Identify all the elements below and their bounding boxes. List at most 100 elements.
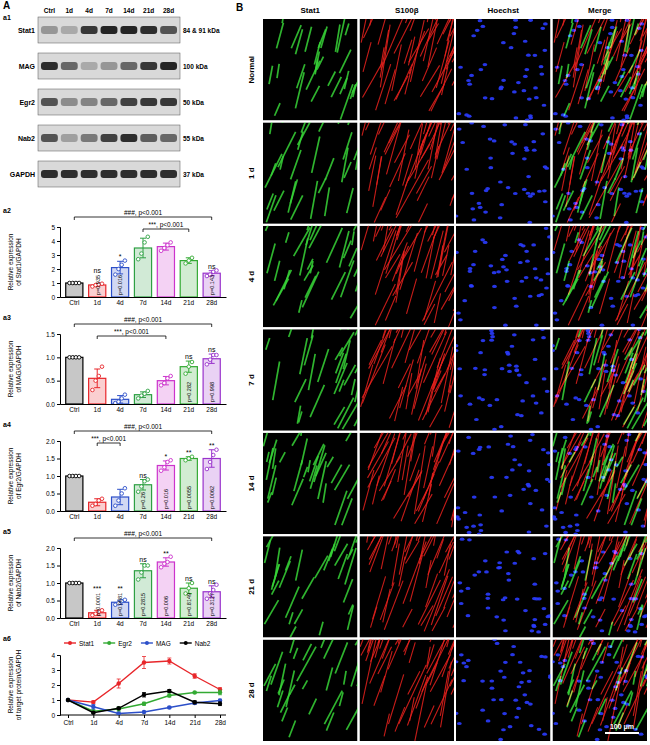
legend-marker (68, 641, 72, 645)
fiber (377, 156, 382, 185)
fiber (343, 579, 352, 602)
bar-chart: a50.00.51.01.52.0Ctrl1d4d7d14d21d28dRela… (3, 528, 227, 627)
y-tick: 1 (51, 280, 60, 287)
fiber (615, 48, 629, 81)
fiber (589, 329, 599, 332)
fiber (356, 536, 358, 542)
fiber (563, 191, 573, 211)
fiber (361, 19, 369, 43)
nucleus (629, 358, 634, 361)
fiber (593, 233, 611, 290)
y-tick-mark (57, 283, 60, 284)
legend-marker (184, 641, 188, 645)
fiber (408, 144, 430, 181)
nucleus (624, 221, 629, 224)
nucleus (514, 365, 519, 368)
fiber (617, 304, 628, 325)
nucleus (508, 434, 513, 437)
y-tick-mark (57, 583, 60, 584)
nucleus (533, 267, 538, 270)
nucleus (544, 167, 549, 170)
x-tick: 4d (116, 715, 124, 726)
nucleus (468, 270, 473, 273)
fiber (642, 84, 645, 97)
nucleus (517, 463, 522, 466)
error-bar (167, 694, 171, 697)
nucleus (531, 394, 536, 397)
nucleus (478, 351, 483, 354)
marker (142, 693, 146, 697)
nucleus (509, 140, 514, 143)
nucleus (503, 596, 508, 599)
nucleus (624, 195, 629, 198)
x-tick-label: 21d (183, 513, 194, 520)
fiber (431, 358, 444, 389)
y-axis-line (57, 228, 61, 298)
nucleus (569, 367, 574, 370)
nucleus (621, 381, 626, 384)
x-tick: 14d (160, 618, 171, 627)
fiber (573, 270, 579, 289)
nucleus (532, 149, 537, 152)
fiber (556, 19, 583, 38)
y-tick: 4 (51, 238, 60, 245)
bracket (143, 229, 189, 232)
blot-row-label: Stat1 (18, 27, 35, 34)
y-tick-mark (57, 404, 60, 405)
nucleus (610, 365, 615, 368)
fiber (347, 467, 357, 498)
fiber (439, 137, 454, 180)
fiber (432, 37, 454, 92)
fiber (431, 576, 448, 625)
blot-band (160, 98, 177, 106)
y-tick: 0 (51, 712, 60, 719)
nucleus (591, 398, 596, 401)
x-tick-label: 28d (215, 719, 226, 726)
fiber (381, 226, 404, 231)
error-bar (140, 564, 146, 578)
nucleus (475, 29, 480, 32)
channel (457, 538, 550, 634)
channel (456, 433, 551, 534)
fiber (400, 359, 414, 408)
data-point (114, 504, 118, 508)
x-tick: 28d (206, 297, 217, 306)
nucleus (569, 250, 574, 253)
bar-chart: a2012345Ctrl1d4d7d14d21d28dRelative expr… (3, 207, 227, 306)
channel (553, 227, 648, 327)
fiber (274, 191, 284, 211)
nucleus (586, 332, 591, 335)
marker (91, 711, 95, 715)
channel (361, 226, 454, 327)
y-tick: 0.5 (46, 490, 60, 497)
nucleus (616, 280, 621, 283)
nucleus (573, 396, 578, 399)
overall-bracket (74, 324, 211, 327)
lane-label: 7d (105, 7, 113, 14)
fiber (563, 122, 574, 154)
blot-background (38, 161, 180, 187)
fiber (393, 262, 413, 296)
fiber (437, 122, 452, 159)
fiber (450, 122, 454, 131)
fiber (625, 433, 634, 457)
fiber (324, 549, 333, 571)
fiber (562, 19, 577, 20)
subpanel-label: a6 (3, 635, 11, 642)
y-tick-label: 1.5 (46, 331, 55, 338)
y-tick-label: 1 (51, 697, 55, 704)
nucleus (553, 515, 557, 518)
marker (91, 705, 95, 709)
nucleus (627, 338, 632, 341)
nucleus (456, 515, 460, 518)
fiber (305, 276, 316, 298)
nucleus (456, 344, 458, 347)
nucleus (499, 203, 504, 206)
data-point (169, 241, 173, 245)
nucleus (644, 480, 647, 483)
error-bar (140, 238, 146, 258)
fiber (427, 19, 435, 22)
nucleus (596, 509, 601, 512)
fiber (601, 37, 607, 66)
error-bar (94, 499, 100, 506)
